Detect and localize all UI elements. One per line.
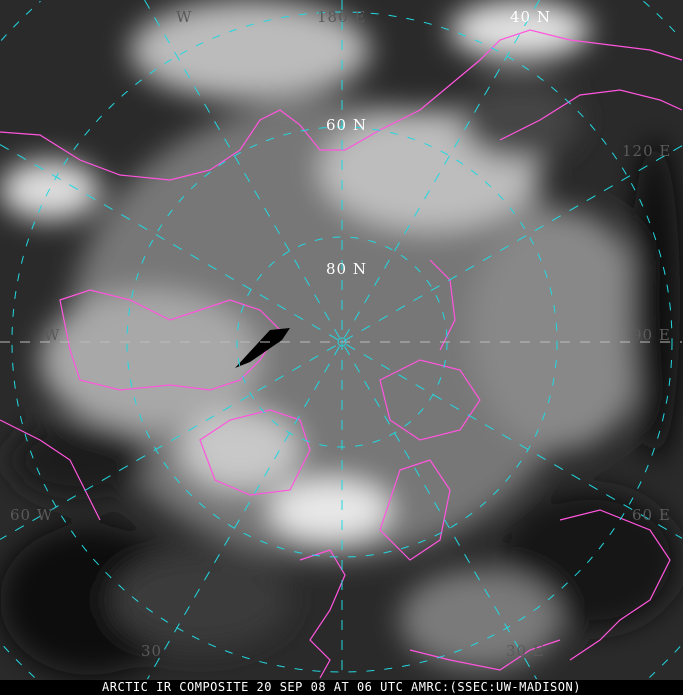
- label-60e: 60 E: [632, 506, 671, 524]
- label-60n: 60 N: [326, 116, 367, 134]
- meridian-line: [0, 145, 683, 540]
- label-180e: 180 E: [317, 8, 367, 26]
- label-150w: W: [176, 8, 193, 26]
- meridian-line: [0, 144, 683, 539]
- no-data-region: [235, 328, 290, 368]
- north-pole-marker: [337, 337, 347, 347]
- label-40n: 40 N: [510, 8, 551, 26]
- label-30e: 30 E: [506, 642, 545, 660]
- label-90w: W: [44, 326, 61, 344]
- meridian-line: [144, 0, 538, 680]
- label-120e: 120 E: [622, 142, 672, 160]
- cloud-imagery: [0, 0, 683, 680]
- image-caption: ARCTIC IR COMPOSITE 20 SEP 08 AT 06 UTC …: [0, 680, 683, 695]
- meridian-line: [146, 0, 540, 680]
- label-90e: 90 E: [632, 326, 671, 344]
- label-60w: 60 W: [10, 506, 54, 524]
- latitude-circle: [236, 236, 448, 448]
- label-30w: 30: [141, 642, 163, 660]
- graticule: [0, 0, 683, 680]
- label-80n: 80 N: [326, 260, 367, 278]
- latitude-circle: [0, 0, 681, 678]
